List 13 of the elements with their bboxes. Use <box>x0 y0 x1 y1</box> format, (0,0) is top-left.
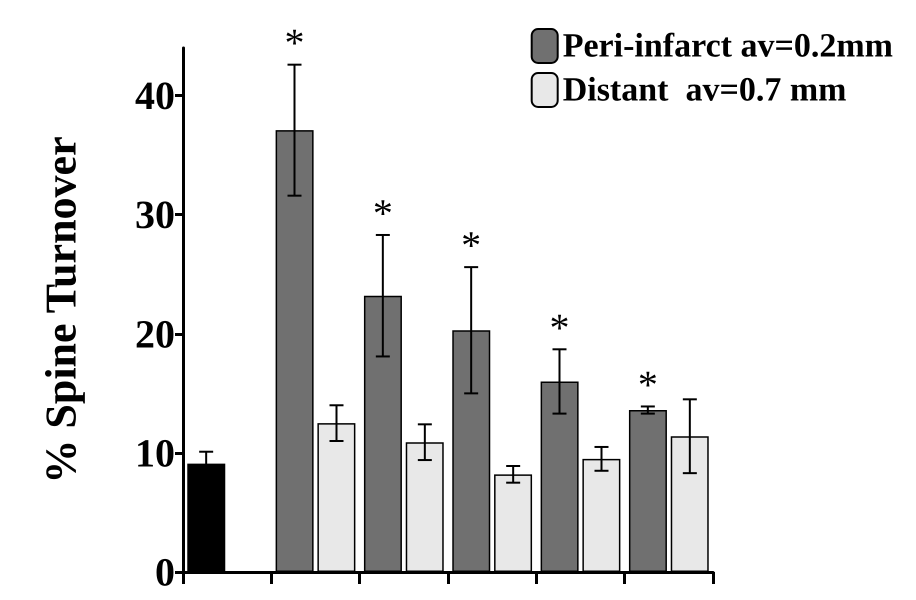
legend-label: Peri-infarct av=0.2mm <box>562 28 894 64</box>
y-tick-label: 0 <box>155 550 175 594</box>
data-label: * <box>461 222 482 268</box>
data-label: * <box>372 190 393 236</box>
y-tick-label: 20 <box>135 311 175 356</box>
legend-label: Distant av=0.7 mm <box>562 72 847 108</box>
data-label: * <box>284 20 304 66</box>
data-label: * <box>550 304 570 350</box>
y-tick-label: 30 <box>135 192 175 238</box>
y-tick-label: 10 <box>135 430 175 476</box>
y-tick-label: 40 <box>135 73 175 118</box>
y-axis-title: % Spine Turnover <box>36 136 86 484</box>
data-label: * <box>638 362 658 407</box>
